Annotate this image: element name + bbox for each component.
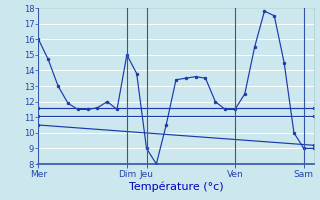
X-axis label: Température (°c): Température (°c)	[129, 181, 223, 192]
